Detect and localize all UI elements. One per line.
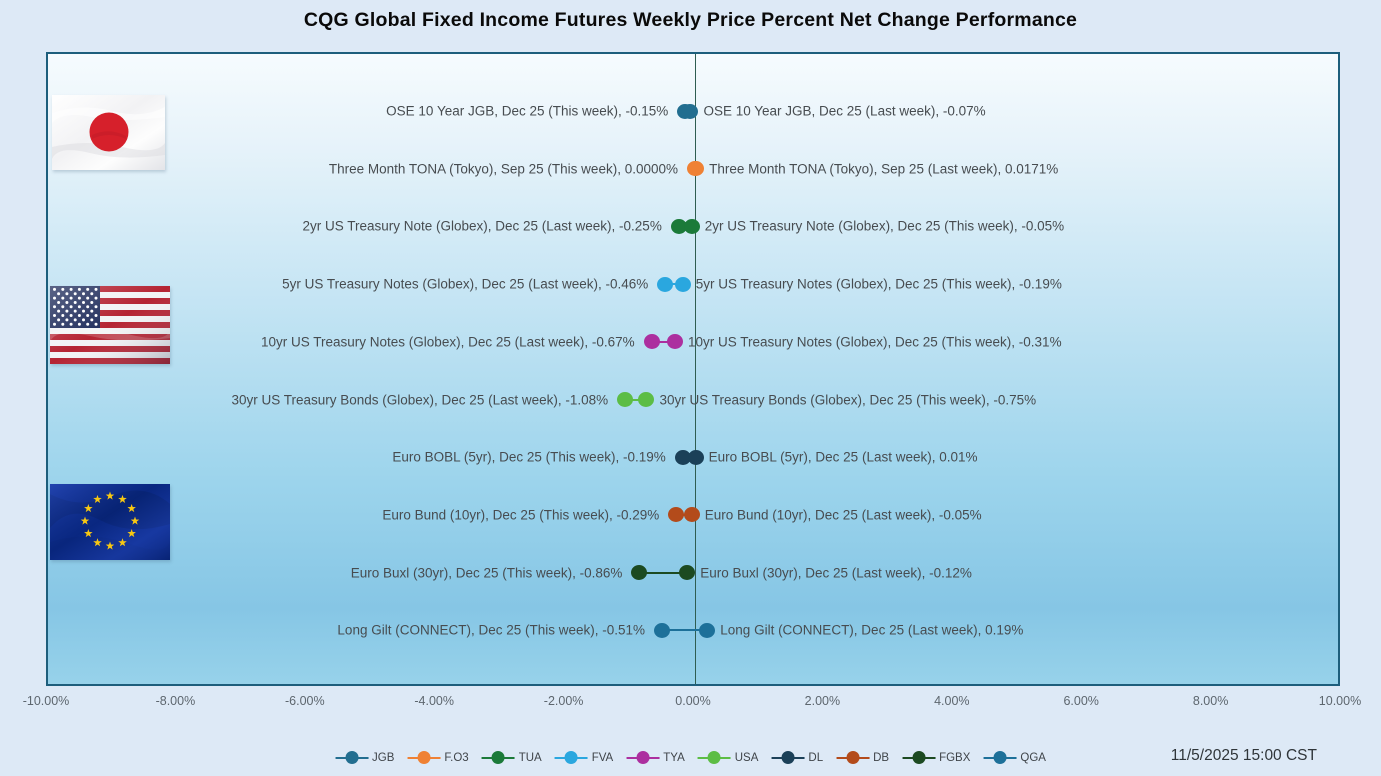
row-label-left: 5yr US Treasury Notes (Globex), Dec 25 (… bbox=[282, 276, 649, 292]
legend-item: QGA bbox=[983, 751, 1046, 765]
row-label-left: Euro Buxl (30yr), Dec 25 (This week), -0… bbox=[350, 565, 623, 581]
legend-marker-icon bbox=[335, 751, 369, 765]
row-label-right: Three Month TONA (Tokyo), Sep 25 (Last w… bbox=[709, 161, 1059, 177]
x-tick-label: 0.00% bbox=[675, 694, 711, 708]
data-point-dot bbox=[682, 103, 699, 119]
japan-flag bbox=[52, 95, 165, 170]
data-point-dot bbox=[657, 276, 674, 292]
row-label-right: 2yr US Treasury Note (Globex), Dec 25 (T… bbox=[704, 218, 1065, 234]
legend-label: DL bbox=[808, 752, 824, 764]
legend-item: FVA bbox=[554, 751, 614, 765]
legend-marker-icon bbox=[771, 751, 805, 765]
row-label-left: Euro Bund (10yr), Dec 25 (This week), -0… bbox=[382, 507, 660, 523]
data-point-dot bbox=[679, 565, 696, 581]
legend-marker-icon bbox=[626, 751, 660, 765]
x-tick-label: 8.00% bbox=[1192, 694, 1229, 708]
data-point-dot bbox=[666, 334, 683, 350]
data-point-dot bbox=[674, 276, 691, 292]
plot-canvas: OSE 10 Year JGB, Dec 25 (This week), -0.… bbox=[48, 54, 1338, 684]
legend: JGB F.O3 TUA FVA TYA USA DL DB FGBX QGA bbox=[335, 746, 1046, 770]
row-label-left: OSE 10 Year JGB, Dec 25 (This week), -0.… bbox=[386, 103, 669, 119]
data-point-dot bbox=[631, 565, 648, 581]
x-tick-label: 2.00% bbox=[804, 694, 841, 708]
data-point-dot bbox=[674, 449, 691, 465]
x-axis: -10.00% -8.00% -6.00% -4.00% -2.00% 0.00% 2.00… bbox=[23, 694, 1361, 714]
legend-item: FGBX bbox=[902, 751, 970, 765]
connector-line bbox=[662, 629, 708, 632]
x-tick-label: -8.00% bbox=[155, 694, 196, 708]
timestamp: 11/5/2025 15:00 CST bbox=[1170, 747, 1317, 764]
legend-item: DL bbox=[771, 751, 823, 765]
connector-line bbox=[651, 340, 675, 343]
data-point-dot bbox=[699, 622, 716, 638]
legend-item: TYA bbox=[626, 751, 685, 765]
x-tick-label: 4.00% bbox=[934, 694, 970, 708]
legend-marker-icon bbox=[836, 751, 870, 765]
x-tick-label: -4.00% bbox=[414, 694, 454, 708]
connector-line bbox=[665, 283, 683, 286]
row-label-right: Euro BOBL (5yr), Dec 25 (Last week), 0.0… bbox=[708, 449, 978, 465]
row-label-right: 10yr US Treasury Notes (Globex), Dec 25 … bbox=[687, 334, 1062, 350]
data-point-dot bbox=[670, 218, 687, 234]
legend-label: F.O3 bbox=[444, 752, 469, 764]
legend-item: DB bbox=[836, 751, 889, 765]
legend-label: USA bbox=[734, 752, 759, 764]
data-point-dot bbox=[683, 218, 700, 234]
legend-marker-icon bbox=[481, 751, 515, 765]
legend-item: USA bbox=[697, 751, 759, 765]
row-label-left: Long Gilt (CONNECT), Dec 25 (This week),… bbox=[337, 622, 646, 638]
row-label-left: 30yr US Treasury Bonds (Globex), Dec 25 … bbox=[231, 392, 609, 407]
data-point-dot bbox=[687, 449, 704, 465]
connector-line bbox=[625, 398, 647, 401]
zero-axis-line bbox=[694, 54, 696, 684]
row-label-right: OSE 10 Year JGB, Dec 25 (Last week), -0.… bbox=[703, 103, 986, 119]
data-point-dot bbox=[617, 392, 634, 407]
legend-label: QGA bbox=[1020, 752, 1046, 764]
data-point-dot bbox=[638, 392, 655, 407]
legend-label: TYA bbox=[663, 752, 685, 764]
x-tick-label: 10.00% bbox=[1318, 694, 1362, 708]
legend-marker-icon bbox=[983, 751, 1017, 765]
row-label-left: Euro BOBL (5yr), Dec 25 (This week), -0.… bbox=[392, 449, 666, 465]
legend-item: F.O3 bbox=[407, 751, 469, 765]
legend-item: JGB bbox=[335, 751, 394, 765]
data-point-dot bbox=[683, 507, 700, 523]
data-point-dot bbox=[668, 507, 685, 523]
row-label-right: Long Gilt (CONNECT), Dec 25 (Last week),… bbox=[720, 622, 1024, 638]
row-label-left: Three Month TONA (Tokyo), Sep 25 (This w… bbox=[328, 161, 678, 177]
legend-item: TUA bbox=[481, 751, 542, 765]
row-label-left: 10yr US Treasury Notes (Globex), Dec 25 … bbox=[261, 334, 635, 350]
chart-title: CQG Global Fixed Income Futures Weekly P… bbox=[303, 9, 1078, 31]
row-label-right: Euro Buxl (30yr), Dec 25 (Last week), -0… bbox=[700, 565, 972, 581]
row-label-right: Euro Bund (10yr), Dec 25 (Last week), -0… bbox=[704, 507, 982, 523]
legend-label: FVA bbox=[591, 752, 614, 764]
legend-marker-icon bbox=[554, 751, 588, 765]
x-tick-label: -6.00% bbox=[284, 694, 325, 708]
legend-marker-icon bbox=[407, 751, 441, 765]
data-point-dot bbox=[654, 622, 670, 638]
legend-marker-icon bbox=[902, 751, 936, 765]
plot-area: OSE 10 Year JGB, Dec 25 (This week), -0.… bbox=[46, 52, 1340, 686]
row-label-left: 2yr US Treasury Note (Globex), Dec 25 (L… bbox=[302, 218, 662, 234]
x-tick-label: -10.00% bbox=[22, 694, 70, 708]
legend-marker-icon bbox=[697, 751, 731, 765]
connector-line bbox=[639, 571, 688, 574]
us-flag bbox=[50, 286, 170, 364]
legend-label: JGB bbox=[372, 752, 395, 764]
x-tick-label: -2.00% bbox=[543, 694, 584, 708]
legend-label: DB bbox=[873, 752, 890, 764]
row-label-right: 30yr US Treasury Bonds (Globex), Dec 25 … bbox=[659, 392, 1037, 407]
data-point-dot bbox=[643, 334, 660, 350]
x-tick-label: 6.00% bbox=[1063, 694, 1099, 708]
legend-label: FGBX bbox=[939, 752, 971, 764]
data-point-dot bbox=[688, 161, 705, 177]
legend-label: TUA bbox=[518, 752, 542, 764]
eu-flag bbox=[50, 484, 170, 560]
row-label-right: 5yr US Treasury Notes (Globex), Dec 25 (… bbox=[695, 276, 1062, 292]
